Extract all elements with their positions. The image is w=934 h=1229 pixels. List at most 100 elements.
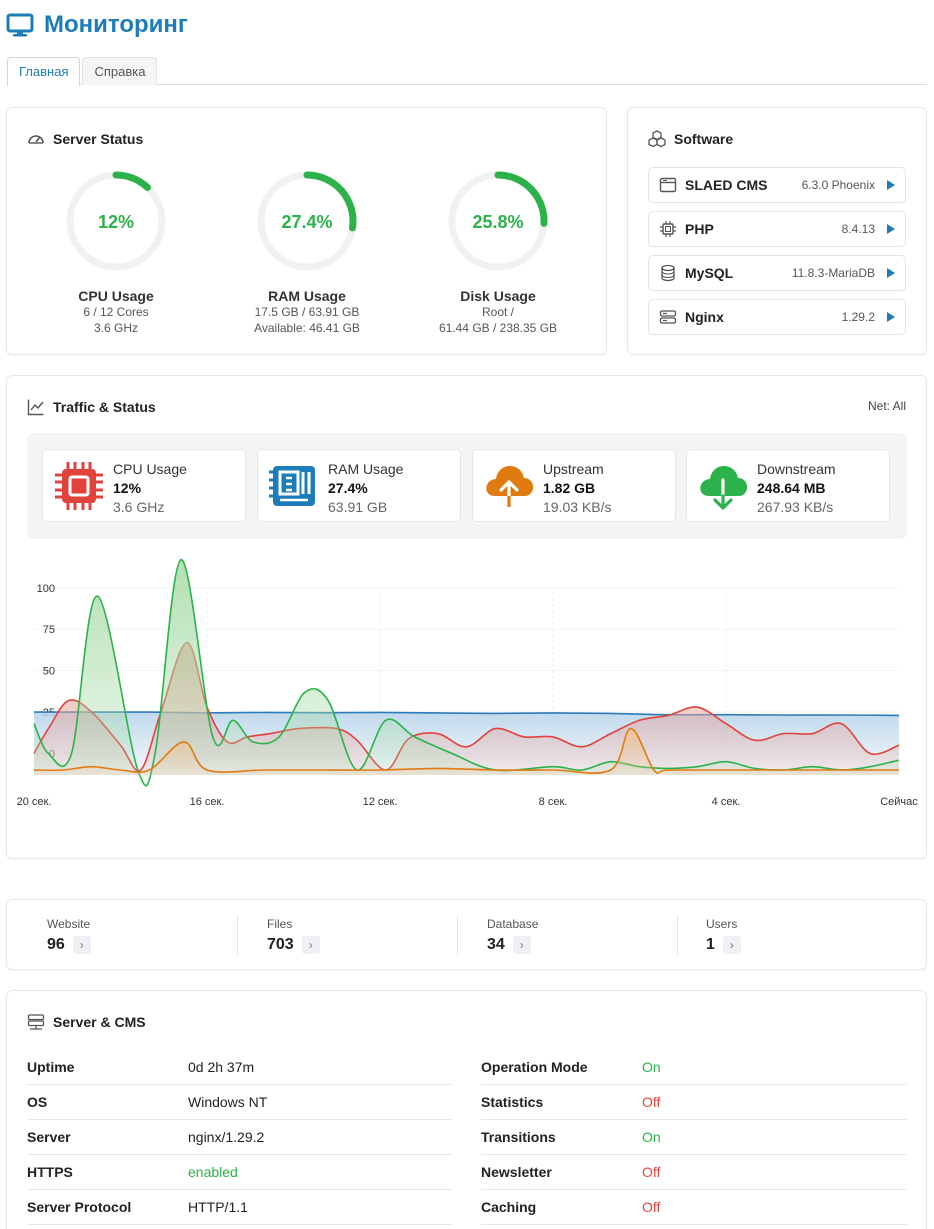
kv-value: Off bbox=[642, 1094, 661, 1110]
kv-value: Off bbox=[642, 1164, 661, 1180]
disk-gauge-line2: 61.44 GB / 238.35 GB bbox=[438, 321, 558, 335]
stat-label: Upstream bbox=[543, 461, 604, 477]
cpu-gauge-line2: 3.6 GHz bbox=[93, 321, 138, 335]
chevron-right-icon[interactable]: › bbox=[512, 936, 531, 954]
kv-key: OS bbox=[27, 1094, 48, 1110]
cpu-gauge-percent: 12% bbox=[98, 212, 134, 232]
database-icon bbox=[661, 264, 675, 282]
kv-value: nginx/1.29.2 bbox=[188, 1129, 265, 1145]
kv-key: Caching bbox=[481, 1199, 537, 1215]
stat-label: CPU Usage bbox=[113, 461, 187, 477]
kv-transitions: Transitions On bbox=[481, 1120, 907, 1155]
chevron-right-icon[interactable]: › bbox=[72, 936, 91, 954]
ram-gauge-ring: 27.4% bbox=[257, 171, 357, 271]
server-cms-title: Server & CMS bbox=[27, 1013, 146, 1031]
kv-value: 0d 2h 37m bbox=[188, 1059, 255, 1075]
disk-gauge-label: Disk Usage bbox=[460, 288, 536, 304]
stat-value: 12% bbox=[113, 480, 142, 496]
cpu-gauge-label: CPU Usage bbox=[78, 288, 154, 304]
disk-gauge-percent: 25.8% bbox=[472, 212, 523, 232]
cpu-gauge-ring: 12% bbox=[66, 171, 166, 271]
software-item-slaed[interactable]: SLAED CMS 6.3.0 Phoenix bbox=[648, 167, 906, 203]
disk-gauge-ring: 25.8% bbox=[448, 171, 548, 271]
ram-gauge-line2: Available: 46.41 GB bbox=[254, 321, 360, 335]
software-version: 1.29.2 bbox=[841, 310, 875, 324]
tab-main[interactable]: Главная bbox=[7, 57, 81, 86]
software-item-php[interactable]: PHP 8.4.13 bbox=[648, 211, 906, 247]
net-filter[interactable]: Net: All bbox=[867, 399, 906, 413]
traffic-title: Traffic & Status bbox=[27, 398, 156, 416]
divider bbox=[457, 915, 458, 955]
summary-files: Files 703 › bbox=[267, 917, 320, 954]
software-card: Software SLAED CMS 6.3.0 Phoenix PHP 8.4… bbox=[627, 107, 927, 355]
chip-icon bbox=[660, 221, 676, 237]
cpu-gauge-line1: 6 / 12 Cores bbox=[83, 305, 149, 319]
play-icon[interactable] bbox=[887, 312, 895, 322]
monitor-icon bbox=[6, 13, 34, 37]
cloud-upload-icon bbox=[486, 466, 534, 509]
kv-value: On bbox=[642, 1129, 661, 1145]
play-icon[interactable] bbox=[887, 180, 895, 190]
stat-upstream: Upstream 1.82 GB 19.03 KB/s bbox=[472, 449, 676, 522]
count-label: Website bbox=[47, 917, 91, 931]
chart-x-tick-label: 4 сек. bbox=[712, 796, 741, 808]
stat-value: 248.64 MB bbox=[757, 480, 826, 496]
server-status-card: Server Status 12% CPU Usage 6 / 12 Cores… bbox=[6, 107, 607, 355]
chart-y-tick-label: 50 bbox=[43, 666, 55, 678]
disk-gauge-line1: Root / bbox=[481, 305, 514, 319]
stat-label: RAM Usage bbox=[328, 461, 404, 477]
stat-sub: 3.6 GHz bbox=[113, 499, 165, 515]
ram-gauge-arc bbox=[303, 171, 357, 232]
play-icon[interactable] bbox=[887, 268, 895, 278]
traffic-card: Traffic & Status Net: All CPU Usage 12% … bbox=[6, 375, 927, 859]
divider bbox=[237, 915, 238, 955]
software-name: MySQL bbox=[685, 265, 734, 281]
cloud-download-icon bbox=[700, 466, 748, 510]
chart-x-tick-label: Сейчас bbox=[880, 796, 918, 808]
chart-y-tick-label: 75 bbox=[43, 624, 55, 636]
chart-series-cpu-line bbox=[33, 641, 900, 772]
software-name: SLAED CMS bbox=[685, 177, 768, 193]
kv-value: On bbox=[642, 1059, 661, 1075]
chart-series-downstream-line bbox=[33, 558, 900, 787]
summary-website: Website 96 › bbox=[47, 917, 91, 954]
page-header: Мониторинг bbox=[6, 8, 188, 42]
ram-gauge-percent: 27.4% bbox=[281, 212, 332, 232]
kv-newsletter: Newsletter Off bbox=[481, 1155, 907, 1190]
kv-statistics: Statistics Off bbox=[481, 1085, 907, 1120]
software-version: 6.3.0 Phoenix bbox=[801, 178, 875, 192]
count-value: 34 bbox=[487, 936, 505, 953]
software-name: Nginx bbox=[685, 309, 724, 325]
chevron-right-icon[interactable]: › bbox=[722, 936, 741, 954]
stat-cpu: CPU Usage 12% 3.6 GHz bbox=[42, 449, 246, 522]
stat-sub: 267.93 KB/s bbox=[757, 499, 834, 515]
chart-x-tick-label: 16 сек. bbox=[190, 796, 225, 808]
gauge-cpu: 12% CPU Usage 6 / 12 Cores 3.6 GHz bbox=[21, 166, 211, 336]
kv-https: HTTPS enabled bbox=[27, 1155, 452, 1190]
tab-help[interactable]: Справка bbox=[82, 57, 158, 85]
traffic-chart: 20 сек.16 сек.12 сек.8 сек.4 сек.Сейчас0… bbox=[17, 558, 918, 808]
window-icon bbox=[659, 177, 677, 193]
software-item-mysql[interactable]: MySQL 11.8.3-MariaDB bbox=[648, 255, 906, 291]
disk-gauge-arc bbox=[494, 171, 548, 227]
software-title: Software bbox=[648, 130, 733, 148]
kv-key: Uptime bbox=[27, 1059, 75, 1075]
count-value: 1 bbox=[706, 936, 715, 953]
chart-series-upstream-line bbox=[33, 727, 899, 774]
software-item-nginx[interactable]: Nginx 1.29.2 bbox=[648, 299, 906, 335]
stat-ram: RAM Usage 27.4% 63.91 GB bbox=[257, 449, 461, 522]
page-title: Мониторинг bbox=[44, 11, 188, 38]
kv-key: HTTPS bbox=[27, 1164, 73, 1180]
kv-key: Newsletter bbox=[481, 1164, 552, 1180]
traffic-stats-panel: CPU Usage 12% 3.6 GHz RAM Usage 27.4% bbox=[27, 433, 907, 539]
kv-operation-mode: Operation Mode On bbox=[481, 1050, 907, 1085]
kv-value: enabled bbox=[188, 1164, 238, 1180]
chart-x-tick-label: 8 сек. bbox=[539, 796, 568, 808]
kv-value: Windows NT bbox=[188, 1094, 268, 1110]
kv-key: Statistics bbox=[481, 1094, 544, 1110]
stat-sub: 63.91 GB bbox=[328, 499, 388, 515]
stat-label: Downstream bbox=[757, 461, 836, 477]
chevron-right-icon[interactable]: › bbox=[301, 936, 320, 954]
play-icon[interactable] bbox=[887, 224, 895, 234]
